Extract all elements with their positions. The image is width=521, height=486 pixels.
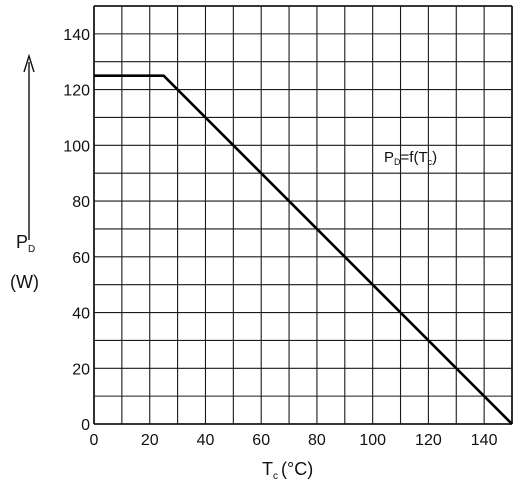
grid — [93, 5, 513, 425]
x-tick-label: 40 — [197, 432, 215, 449]
y-tick-labels: 0 20 40 60 80 100 120 140 — [63, 27, 90, 434]
y-tick-label: 60 — [72, 250, 90, 267]
y-tick-label: 40 — [72, 306, 90, 323]
x-tick-label: 120 — [415, 432, 442, 449]
x-axis-label: Tc (°C) — [262, 459, 313, 482]
derating-curve — [94, 74, 513, 425]
x-tick-label: 100 — [359, 432, 386, 449]
y-tick-label: 140 — [63, 27, 90, 44]
x-tick-label: 0 — [90, 432, 99, 449]
y-tick-label: 0 — [81, 417, 90, 434]
y-tick-label: 20 — [72, 361, 90, 378]
y-axis-arrow — [23, 53, 35, 240]
y-axis-label: PD — [16, 232, 35, 255]
x-tick-label: 20 — [141, 432, 159, 449]
y-tick-label: 100 — [63, 138, 90, 155]
y-tick-label: 80 — [72, 194, 90, 211]
x-tick-labels: 0 20 40 60 80 100 120 140 — [90, 432, 498, 449]
y-tick-label: 120 — [63, 83, 90, 100]
x-tick-label: 140 — [471, 432, 498, 449]
y-axis-unit: (W) — [10, 272, 39, 292]
function-annotation: PD=f(Tc) — [384, 149, 437, 167]
x-tick-label: 80 — [308, 432, 326, 449]
series-layer — [94, 74, 513, 425]
x-tick-label: 60 — [252, 432, 270, 449]
